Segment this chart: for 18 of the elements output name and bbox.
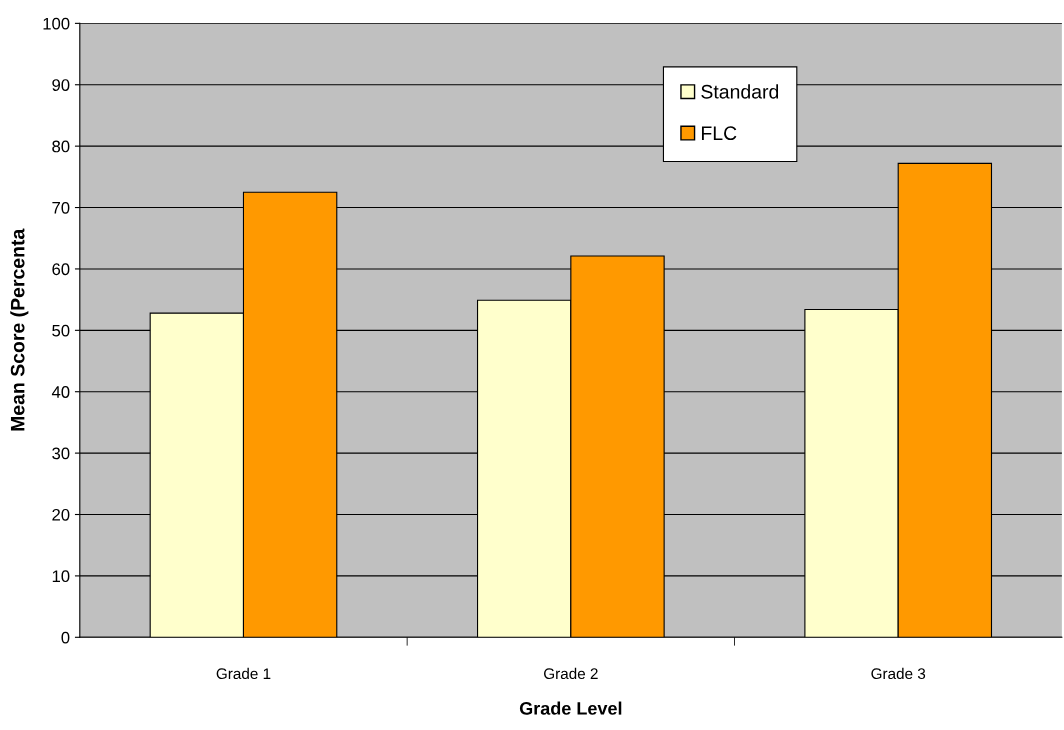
x-tick-label: Grade 2 — [544, 667, 598, 680]
y-tick-label: 50 — [52, 324, 70, 337]
x-axis-title: Grade Level — [519, 701, 622, 715]
legend-label: FLC — [702, 126, 737, 141]
y-tick-label: 30 — [52, 447, 70, 460]
y-tick-label: 60 — [52, 263, 70, 276]
y-tick-label: 10 — [52, 570, 70, 583]
x-tick-label: Grade 3 — [871, 667, 926, 680]
y-tick-label: 0 — [61, 631, 70, 644]
y-tick-label: 40 — [51, 386, 70, 398]
y-tick-label: 90 — [52, 79, 70, 91]
legend-label: Standard — [701, 84, 779, 99]
y-tick-label: 20 — [52, 508, 70, 521]
y-tick-label: 70 — [52, 201, 70, 214]
x-tick-label: Grade 1 — [216, 667, 271, 680]
y-tick-label: 80 — [52, 140, 70, 153]
y-tick-label: 100 — [43, 17, 70, 30]
y-axis-title: Mean Score (Percenta — [10, 228, 29, 431]
